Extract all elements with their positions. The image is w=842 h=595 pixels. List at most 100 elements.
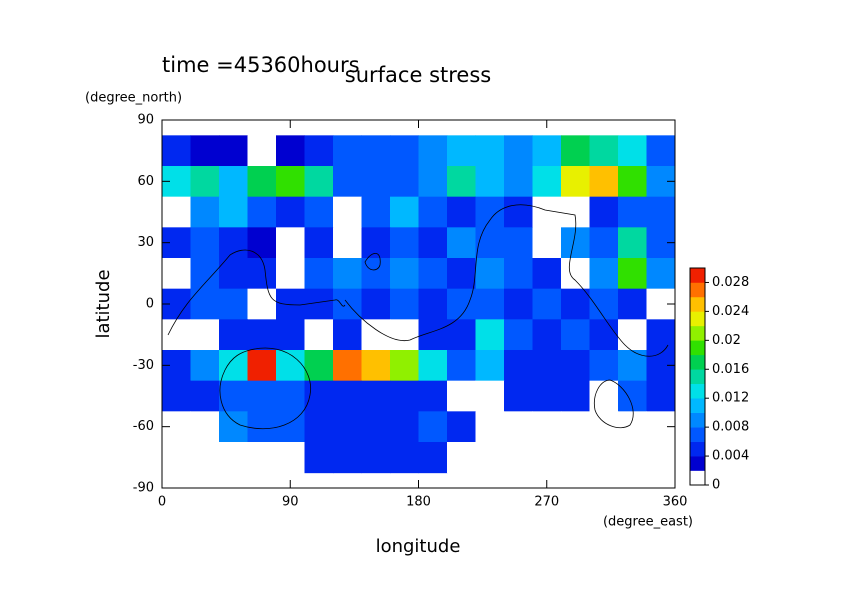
cell bbox=[418, 411, 448, 443]
cell bbox=[333, 135, 362, 167]
cell bbox=[190, 288, 220, 320]
cell bbox=[190, 227, 220, 259]
cell bbox=[504, 166, 533, 198]
cell bbox=[333, 227, 362, 259]
colorbar-tick-label: 0.008 bbox=[712, 420, 749, 435]
cell bbox=[390, 350, 419, 382]
cell bbox=[504, 350, 533, 382]
cell bbox=[618, 227, 647, 259]
cell bbox=[247, 319, 277, 351]
colorbar-tick-label: 0.004 bbox=[712, 449, 749, 464]
cell bbox=[561, 350, 590, 382]
cell bbox=[532, 227, 562, 259]
cell bbox=[418, 135, 448, 167]
cell bbox=[162, 196, 191, 228]
cell bbox=[475, 319, 505, 351]
cell bbox=[162, 380, 191, 412]
cell bbox=[333, 288, 362, 320]
x-tick-label: 270 bbox=[534, 495, 559, 510]
cell bbox=[561, 442, 590, 474]
cell bbox=[361, 380, 391, 412]
cell bbox=[190, 196, 220, 228]
cell bbox=[418, 227, 448, 259]
cell bbox=[447, 196, 476, 228]
cell bbox=[361, 288, 391, 320]
colorbar-frame bbox=[689, 267, 706, 486]
cell bbox=[276, 288, 305, 320]
cell bbox=[247, 350, 277, 382]
cell bbox=[304, 196, 334, 228]
y-tick-label: -30 bbox=[133, 358, 154, 373]
contour-field bbox=[162, 135, 675, 474]
cell bbox=[618, 411, 647, 443]
cell bbox=[561, 288, 590, 320]
cell bbox=[247, 380, 277, 412]
subtitle: time =45360hours bbox=[162, 53, 360, 77]
cell bbox=[219, 319, 248, 351]
cell bbox=[333, 380, 362, 412]
cell bbox=[162, 135, 191, 167]
cell bbox=[589, 319, 619, 351]
cell bbox=[504, 411, 533, 443]
cell bbox=[276, 135, 305, 167]
coastline bbox=[219, 347, 312, 429]
cell bbox=[447, 258, 476, 290]
colorbar-swatch bbox=[690, 398, 705, 413]
cell bbox=[247, 258, 277, 290]
cell bbox=[447, 227, 476, 259]
colorbar-tick-label: 0 bbox=[712, 478, 720, 493]
cell bbox=[618, 258, 647, 290]
cell bbox=[162, 319, 191, 351]
y-tick-label: -60 bbox=[133, 419, 154, 434]
cell bbox=[532, 380, 562, 412]
coastline bbox=[344, 204, 669, 357]
colorbar-swatch bbox=[690, 456, 705, 471]
coastline bbox=[364, 252, 381, 271]
cell bbox=[247, 227, 277, 259]
x-tick-label: 90 bbox=[282, 495, 299, 510]
cell bbox=[219, 288, 248, 320]
cell bbox=[418, 258, 448, 290]
colorbar-swatch bbox=[690, 268, 705, 283]
cell bbox=[304, 135, 334, 167]
cell bbox=[561, 319, 590, 351]
cell bbox=[390, 319, 419, 351]
cell bbox=[475, 196, 505, 228]
cell bbox=[247, 166, 277, 198]
cell bbox=[219, 166, 248, 198]
cell bbox=[190, 350, 220, 382]
cell bbox=[390, 442, 419, 474]
cell bbox=[276, 258, 305, 290]
colorbar-tick-label: 0.028 bbox=[712, 275, 749, 290]
cell bbox=[504, 380, 533, 412]
cell bbox=[219, 442, 248, 474]
cell bbox=[276, 442, 305, 474]
cell bbox=[504, 319, 533, 351]
cell bbox=[361, 166, 391, 198]
cell bbox=[390, 166, 419, 198]
cell bbox=[475, 258, 505, 290]
cell bbox=[361, 227, 391, 259]
colorbar-swatch bbox=[690, 369, 705, 385]
cell bbox=[589, 380, 619, 412]
cell bbox=[361, 411, 391, 443]
cell bbox=[561, 135, 590, 167]
cell bbox=[276, 411, 305, 443]
cell bbox=[162, 442, 191, 474]
cell bbox=[276, 319, 305, 351]
cell bbox=[447, 319, 476, 351]
cell bbox=[475, 442, 505, 474]
cell bbox=[190, 442, 220, 474]
cell bbox=[532, 350, 562, 382]
cell bbox=[190, 258, 220, 290]
colorbar-swatch bbox=[690, 441, 705, 457]
cell bbox=[646, 196, 675, 228]
cell bbox=[390, 258, 419, 290]
cell bbox=[190, 380, 220, 412]
cell bbox=[589, 166, 619, 198]
cell bbox=[418, 350, 448, 382]
cell bbox=[361, 319, 391, 351]
cell bbox=[532, 319, 562, 351]
cell bbox=[532, 442, 562, 474]
